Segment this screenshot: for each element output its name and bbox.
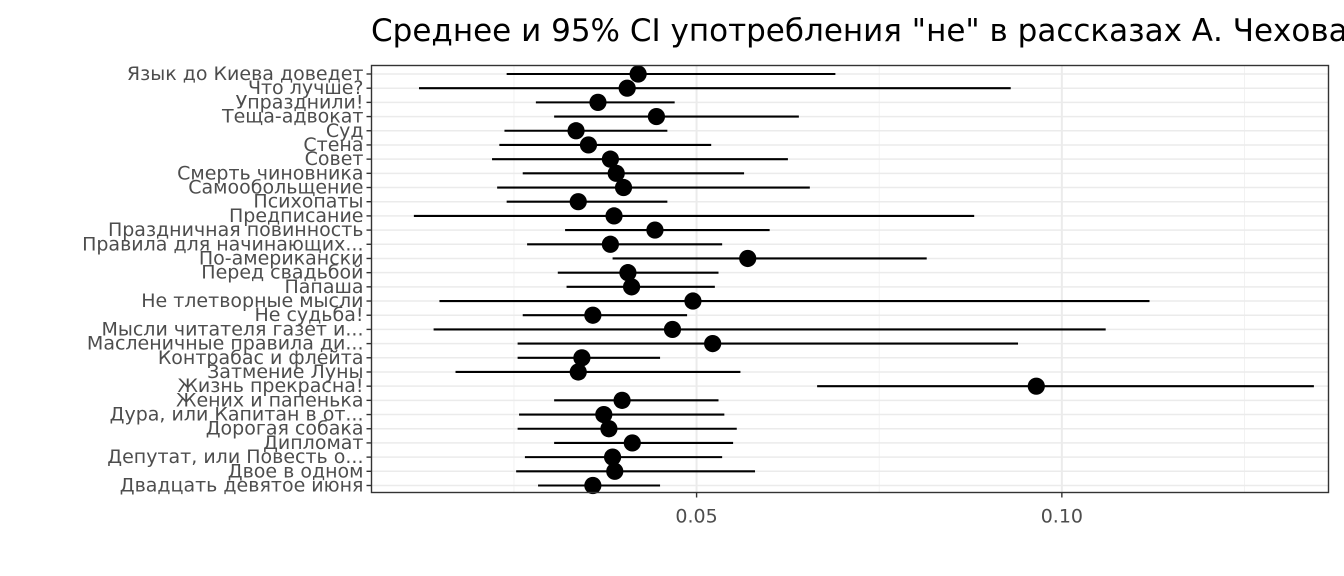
mean-point [614, 178, 633, 197]
mean-point [605, 207, 623, 225]
y-tick-label: Не тлетворные мысли [141, 290, 363, 312]
y-tick-label: Самообольщение [188, 177, 363, 199]
y-tick-label: Смерть чиновника [177, 162, 363, 184]
mean-point [619, 264, 637, 282]
y-tick-label: Правила для начинающих... [82, 233, 363, 255]
mean-point [1027, 377, 1045, 395]
mean-point [569, 193, 587, 211]
mean-point [629, 65, 647, 83]
y-tick-label: Депутат, или Повесть о... [107, 446, 363, 468]
mean-point [607, 164, 625, 182]
y-tick-label: Что лучше? [248, 77, 364, 99]
y-tick-label: Дура, или Капитан в от... [110, 404, 364, 426]
y-tick-label: Мысли читателя газет и... [101, 318, 363, 340]
mean-point [618, 79, 636, 97]
y-tick-label: Суд [326, 120, 364, 142]
y-tick-label: Психопаты [253, 191, 363, 213]
y-tick-label: Дипломат [263, 432, 363, 454]
y-tick-label: По-американски [199, 247, 364, 269]
mean-point [647, 107, 666, 126]
chart-title: Среднее и 95% CI употребления "не" в рас… [371, 13, 1344, 49]
mean-point [663, 320, 682, 339]
y-tick-label: Контрабас и флейта [158, 347, 364, 369]
mean-point [684, 292, 702, 310]
y-tick-label: Теща-адвокат [221, 106, 363, 128]
mean-point [573, 349, 591, 367]
mean-point [567, 122, 585, 140]
y-tick-label: Масленичные правила ди... [87, 333, 364, 355]
mean-point [601, 235, 619, 253]
mean-point [595, 405, 613, 424]
mean-points [567, 65, 1045, 495]
y-tick-label: Дорогая собака [206, 418, 364, 440]
mean-point [584, 476, 602, 495]
mean-point [622, 278, 641, 296]
mean-point [603, 448, 622, 466]
plot-panel [371, 65, 1329, 493]
mean-point [569, 363, 587, 381]
mean-point [601, 150, 619, 168]
mean-point [623, 434, 641, 452]
error-bars [413, 72, 1314, 487]
x-tick-label: 0.10 [1041, 506, 1083, 528]
y-tick-label: Затмение Луны [207, 361, 363, 383]
mean-point [600, 420, 618, 438]
mean-point [646, 221, 664, 239]
y-tick-label: Праздничная повинность [108, 219, 364, 241]
y-tick-label: Папаша [284, 276, 363, 298]
plot-border [370, 64, 1330, 494]
y-tick-label: Жених и папенька [176, 389, 364, 411]
y-tick-label: Жизнь прекрасна! [177, 375, 363, 397]
y-tick-label: Двадцать девятое июня [120, 475, 364, 497]
y-tick-label: Предписание [229, 205, 364, 227]
x-tick-label: 0.05 [675, 506, 717, 528]
mean-point [584, 306, 602, 324]
x-axis: 0.05 0.10 [675, 492, 1083, 528]
y-tick-label: Стена [303, 134, 363, 156]
mean-point [579, 136, 598, 154]
mean-point [606, 462, 624, 480]
y-tick-label: Язык до Киева доведет [127, 63, 364, 85]
mean-point [613, 391, 631, 409]
y-tick-label: Упразднили! [236, 91, 364, 113]
mean-point [704, 335, 722, 353]
y-tick-label: Перед свадьбой [201, 262, 363, 284]
y-tick-label: Совет [305, 148, 364, 170]
mean-point [589, 93, 607, 111]
y-tick-label: Двое в одном [228, 460, 364, 482]
mean-point [739, 249, 757, 268]
y-tick-label: Не судьба! [254, 304, 363, 326]
